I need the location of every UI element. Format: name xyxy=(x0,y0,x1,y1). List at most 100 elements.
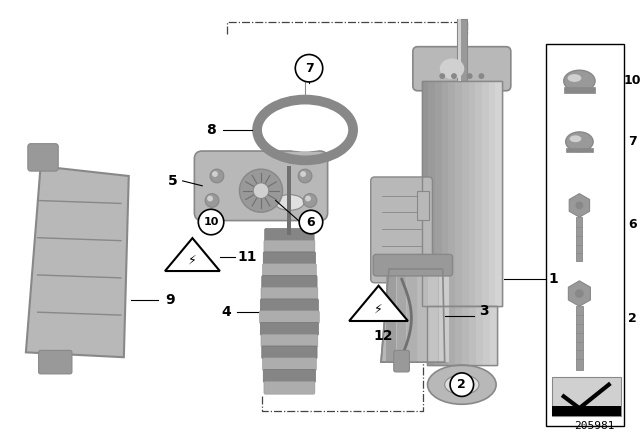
Ellipse shape xyxy=(568,74,581,82)
Bar xyxy=(422,81,502,306)
Text: 8: 8 xyxy=(206,123,216,137)
Bar xyxy=(488,81,495,306)
Bar xyxy=(469,306,476,365)
Circle shape xyxy=(303,194,317,207)
Bar xyxy=(577,217,582,261)
Text: 2: 2 xyxy=(628,311,637,324)
Bar xyxy=(468,81,476,306)
FancyBboxPatch shape xyxy=(265,228,314,241)
Circle shape xyxy=(575,289,584,298)
Circle shape xyxy=(205,194,219,207)
FancyBboxPatch shape xyxy=(261,334,318,347)
Text: 205981: 205981 xyxy=(574,421,614,431)
Text: 6: 6 xyxy=(628,219,637,232)
Bar xyxy=(490,306,497,365)
FancyBboxPatch shape xyxy=(262,358,316,370)
Circle shape xyxy=(575,202,583,209)
Text: 3: 3 xyxy=(479,304,489,318)
Bar xyxy=(435,81,442,306)
Bar xyxy=(566,147,593,152)
Text: 7: 7 xyxy=(305,62,314,75)
Bar xyxy=(476,306,483,365)
Bar xyxy=(427,306,497,365)
Bar xyxy=(427,306,497,365)
Text: 10: 10 xyxy=(623,74,640,87)
Text: 1: 1 xyxy=(548,272,558,286)
Bar xyxy=(448,306,455,365)
Bar xyxy=(407,269,417,362)
Circle shape xyxy=(253,183,269,198)
Circle shape xyxy=(300,210,323,234)
Bar xyxy=(458,19,461,81)
Ellipse shape xyxy=(564,70,595,92)
Circle shape xyxy=(210,169,224,183)
Text: 6: 6 xyxy=(307,215,316,228)
FancyBboxPatch shape xyxy=(262,276,317,289)
FancyBboxPatch shape xyxy=(260,311,319,323)
FancyBboxPatch shape xyxy=(264,381,315,394)
Bar xyxy=(495,81,502,306)
Bar xyxy=(455,306,462,365)
Bar xyxy=(455,81,462,306)
Circle shape xyxy=(439,73,445,79)
Text: 9: 9 xyxy=(165,293,175,307)
Circle shape xyxy=(305,196,311,202)
Bar xyxy=(417,191,429,220)
Circle shape xyxy=(295,55,323,82)
Text: ⚡: ⚡ xyxy=(188,254,197,267)
Bar xyxy=(428,81,435,306)
FancyBboxPatch shape xyxy=(261,287,318,300)
Text: ⚡: ⚡ xyxy=(374,303,383,316)
Bar xyxy=(441,306,448,365)
Polygon shape xyxy=(349,286,408,321)
Ellipse shape xyxy=(266,108,344,151)
Bar xyxy=(483,306,490,365)
FancyBboxPatch shape xyxy=(28,144,58,171)
Text: 7: 7 xyxy=(628,135,637,148)
Bar xyxy=(422,81,428,306)
Polygon shape xyxy=(165,238,220,271)
Text: 12: 12 xyxy=(374,329,393,343)
Bar xyxy=(434,306,441,365)
Circle shape xyxy=(467,73,472,79)
Bar xyxy=(287,166,291,235)
Ellipse shape xyxy=(275,194,304,210)
FancyBboxPatch shape xyxy=(371,177,433,283)
Circle shape xyxy=(298,169,312,183)
Bar xyxy=(476,81,482,306)
Bar xyxy=(422,81,502,306)
Text: 11: 11 xyxy=(237,250,257,264)
FancyBboxPatch shape xyxy=(260,323,319,336)
Bar xyxy=(462,81,468,306)
Ellipse shape xyxy=(566,132,593,151)
Bar xyxy=(442,81,449,306)
Bar xyxy=(564,87,595,93)
Circle shape xyxy=(207,196,213,202)
Circle shape xyxy=(300,171,306,177)
Bar xyxy=(552,377,621,416)
FancyBboxPatch shape xyxy=(263,370,316,383)
Circle shape xyxy=(479,73,484,79)
Bar xyxy=(576,306,583,370)
Bar xyxy=(482,81,488,306)
FancyBboxPatch shape xyxy=(263,252,316,265)
FancyBboxPatch shape xyxy=(262,264,316,276)
FancyBboxPatch shape xyxy=(394,350,410,372)
Bar xyxy=(418,269,428,362)
FancyBboxPatch shape xyxy=(264,240,315,253)
Bar xyxy=(462,306,469,365)
Bar xyxy=(449,81,455,306)
Polygon shape xyxy=(26,166,129,357)
FancyBboxPatch shape xyxy=(38,350,72,374)
Bar xyxy=(546,44,625,426)
Bar xyxy=(439,269,449,362)
Bar xyxy=(552,406,621,416)
Ellipse shape xyxy=(570,135,581,142)
Circle shape xyxy=(450,373,474,396)
FancyBboxPatch shape xyxy=(413,47,511,91)
FancyBboxPatch shape xyxy=(195,151,328,220)
Text: 4: 4 xyxy=(222,305,232,319)
Circle shape xyxy=(212,171,218,177)
FancyBboxPatch shape xyxy=(262,346,317,359)
Text: 2: 2 xyxy=(458,378,466,391)
